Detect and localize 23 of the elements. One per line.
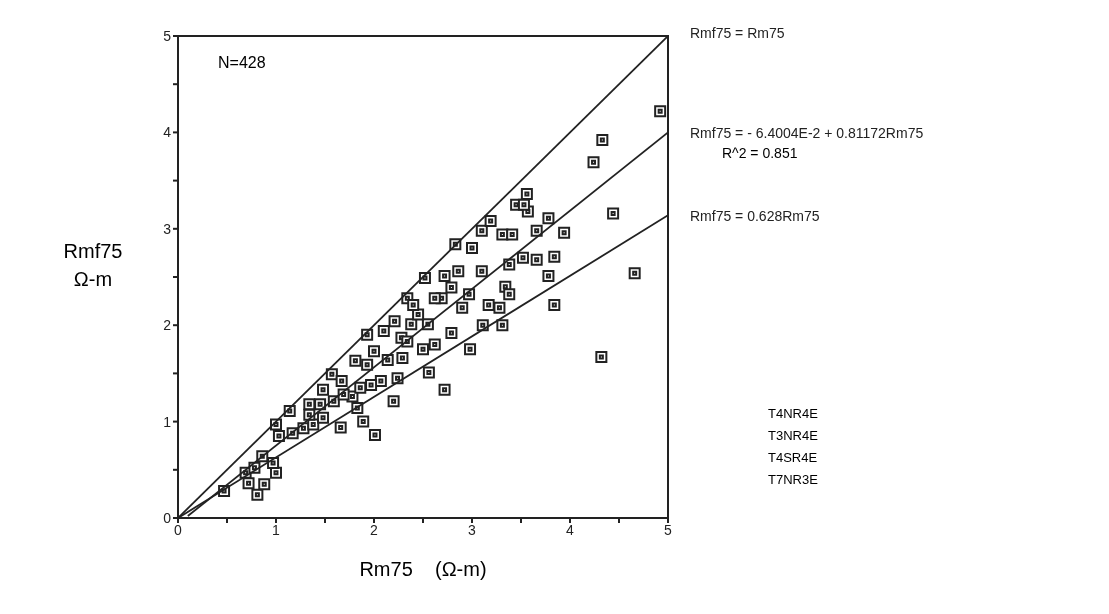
- y-tick-label: 0: [163, 509, 172, 526]
- x-tick-label: 2: [370, 521, 379, 538]
- x-tick-label: 3: [468, 521, 477, 538]
- x-tick-label: 1: [272, 521, 281, 538]
- annotation: N=428: [218, 54, 266, 72]
- text: T4SR4E: [768, 450, 818, 465]
- x-tick-label: 0: [174, 521, 183, 538]
- x-tick-label: 5: [664, 521, 673, 538]
- text: T3NR4E: [768, 428, 818, 443]
- text: T7NR3E: [768, 472, 818, 487]
- series-label: Rmf75 = 0.628Rm75: [690, 208, 820, 225]
- y-tick-label: 1: [163, 413, 172, 430]
- y-tick-label: 3: [163, 220, 172, 237]
- y-tick-label: 5: [163, 27, 172, 44]
- x-tick-label: 4: [566, 521, 575, 538]
- text: R^2 = 0.851: [722, 145, 798, 162]
- y-axis-title: Rmf75 Ω-m: [62, 239, 124, 292]
- series-label: Rmf75 = Rm75: [690, 25, 785, 41]
- y-tick-label: 2: [163, 317, 172, 334]
- series-label: Rmf75 = - 6.4004E-2 + 0.81172Rm75: [690, 125, 924, 142]
- x-axis-title: Rm75 (Ω-m): [358, 558, 488, 581]
- text: T4NR4E: [768, 406, 818, 421]
- y-tick-label: 4: [163, 124, 172, 141]
